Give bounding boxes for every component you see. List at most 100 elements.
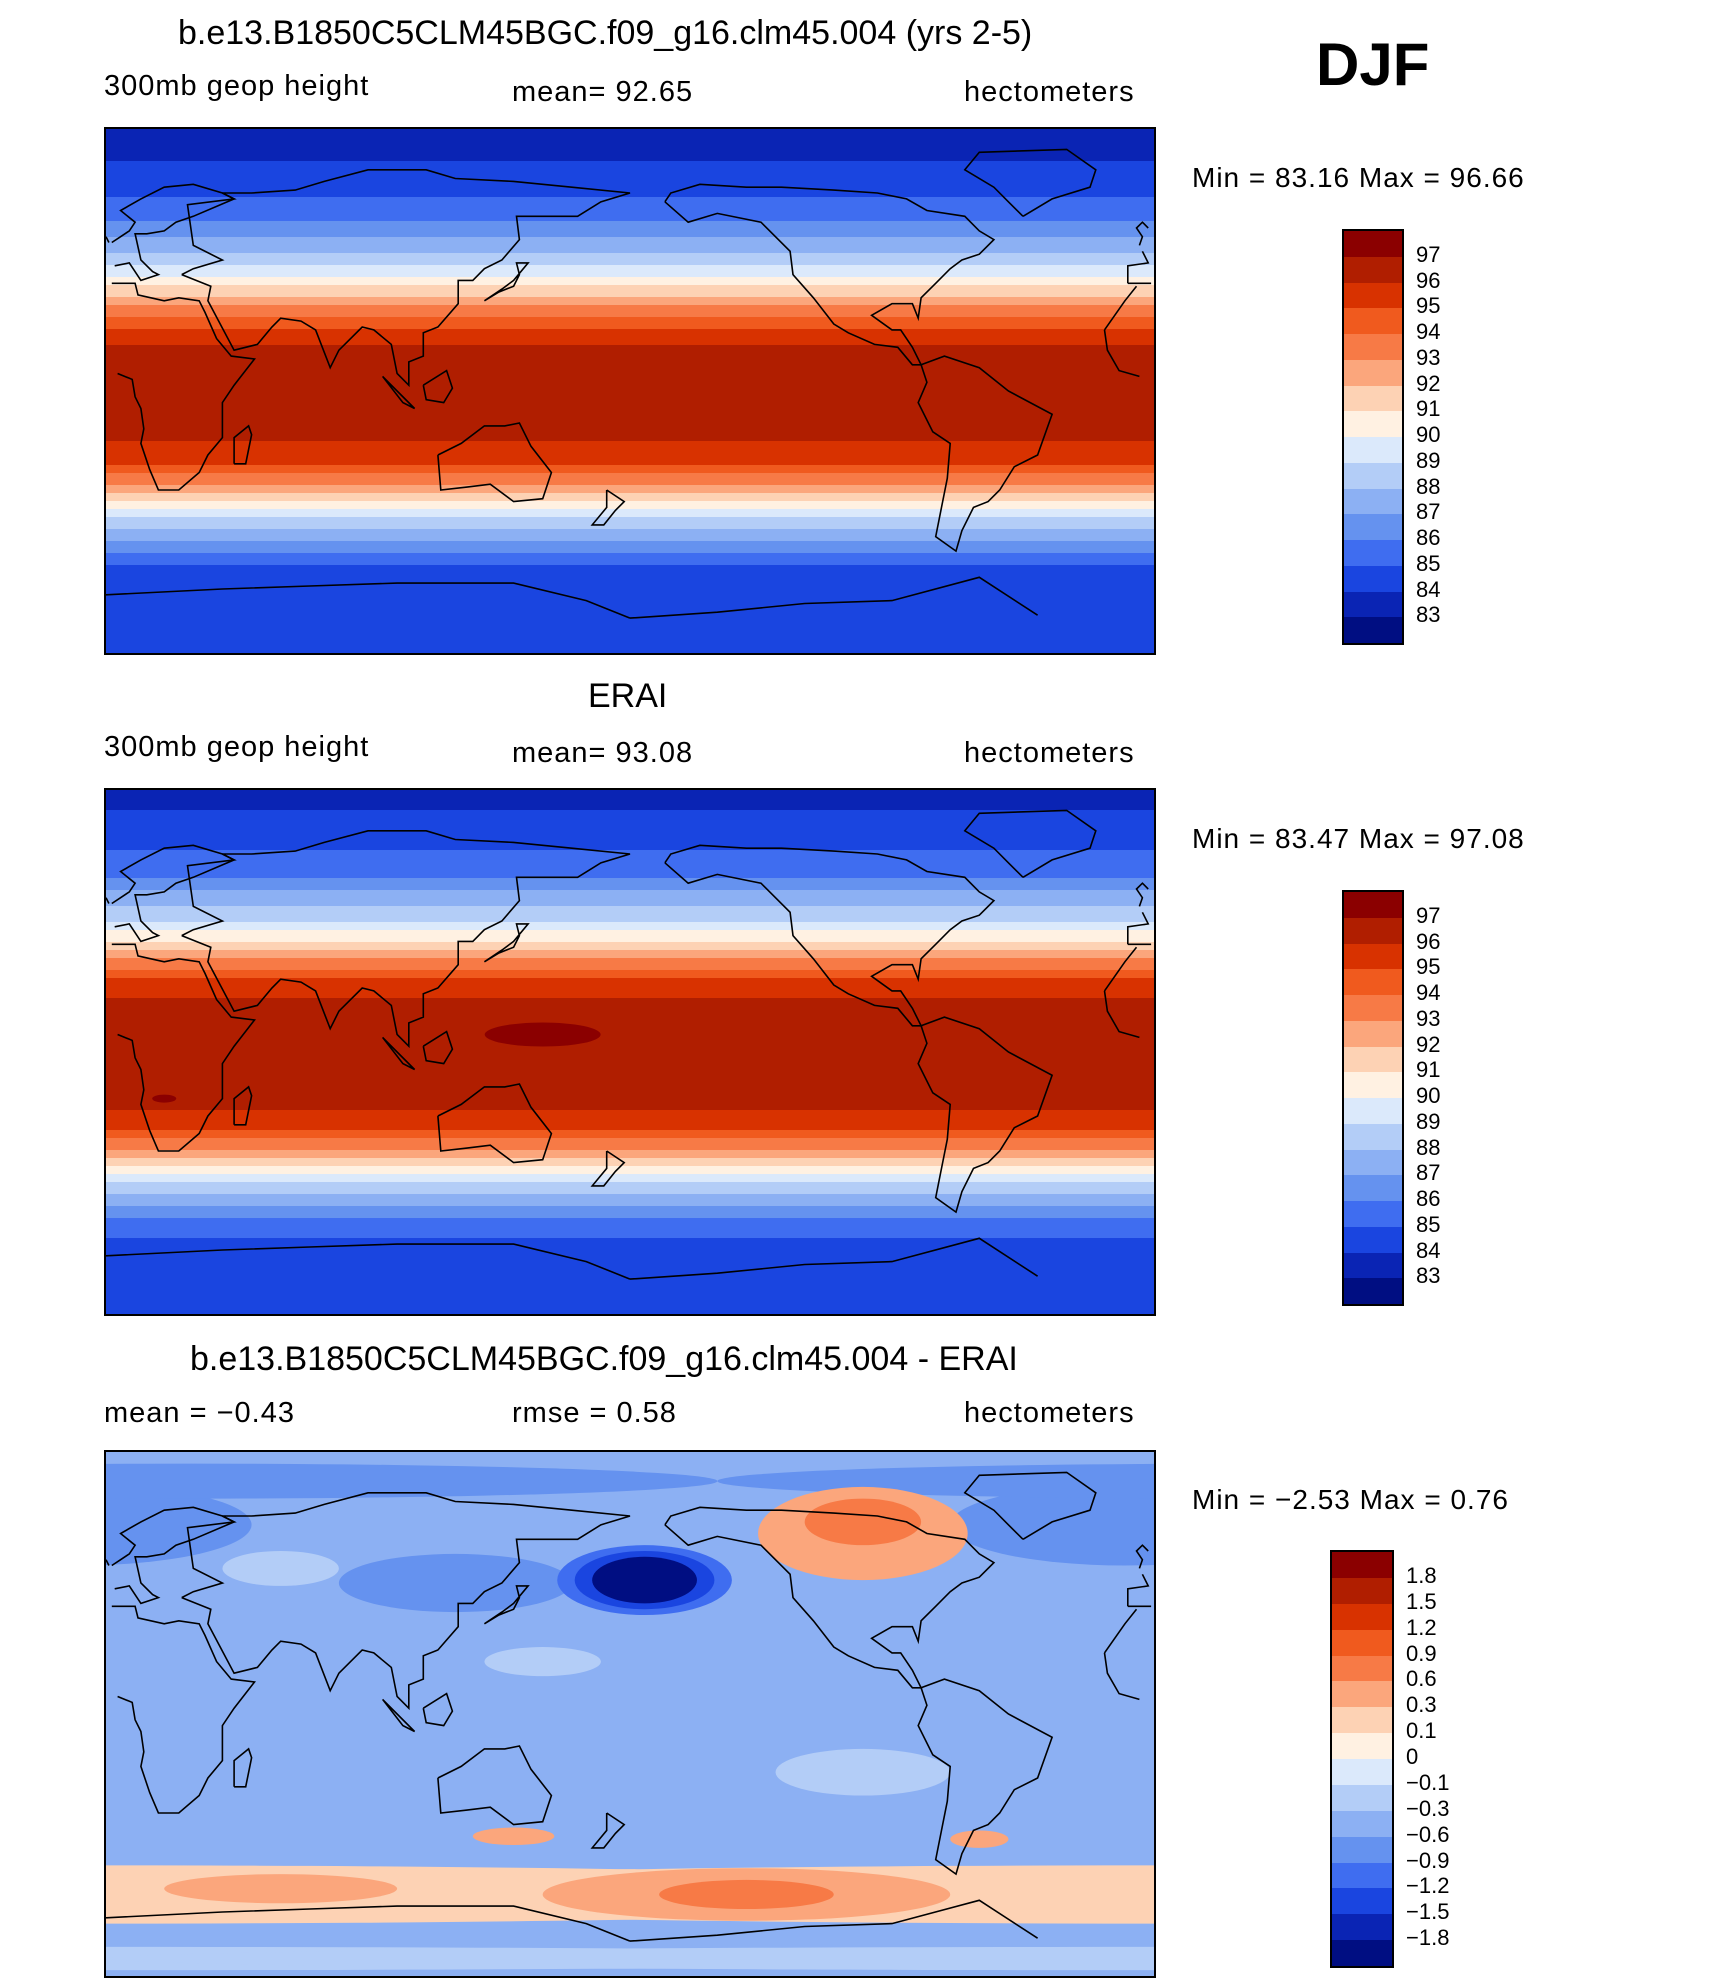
panel2-band <box>106 1162 1154 1167</box>
panel2-band <box>106 806 1154 811</box>
panel1-coastline <box>437 422 553 503</box>
panel1-band <box>106 445 1154 450</box>
panel2-band <box>106 1134 1154 1139</box>
panel1-map <box>104 127 1156 655</box>
panel2-band <box>106 1154 1154 1159</box>
panel3-canada-core <box>804 1498 922 1546</box>
panel2-band <box>106 1030 1154 1035</box>
panel2-band <box>106 1042 1154 1047</box>
panel2-colorbar-swatch <box>1344 1252 1402 1280</box>
panel2-band <box>106 822 1154 827</box>
panel1-band <box>106 581 1154 586</box>
panel1-band <box>106 561 1154 566</box>
panel2-coastline <box>181 829 631 1049</box>
panel2-band <box>106 1262 1154 1267</box>
panel2-band <box>106 1026 1154 1031</box>
panel1-band <box>106 549 1154 554</box>
panel1-band <box>106 173 1154 178</box>
panel1-colorbar-label: 93 <box>1416 344 1441 370</box>
panel1-band <box>106 633 1154 638</box>
panel2-band <box>106 1294 1154 1299</box>
panel1-colorbar-label: 97 <box>1416 241 1441 267</box>
panel1-band <box>106 413 1154 418</box>
panel3-colorbar-swatch <box>1332 1733 1392 1760</box>
panel2-band <box>106 886 1154 891</box>
panel3-colorbar-swatch <box>1332 1552 1392 1579</box>
panel1-band <box>106 417 1154 422</box>
panel2-band <box>106 1062 1154 1067</box>
panel1-minmax: Min = 83.16 Max = 96.66 <box>1192 162 1525 193</box>
panel2-band <box>106 790 1154 795</box>
panel1-coastline <box>1103 329 1140 378</box>
panel2-band <box>106 850 1154 855</box>
panel2-colorbar-swatch <box>1344 1149 1402 1177</box>
panel2-band <box>106 794 1154 799</box>
panel3-coastline <box>483 1585 530 1625</box>
panel1-band <box>106 557 1154 562</box>
panel2-band <box>106 1146 1154 1151</box>
panel3-coastline <box>1103 1652 1140 1701</box>
panel1-band <box>106 177 1154 182</box>
panel2-colorbar-label: 92 <box>1416 1031 1441 1057</box>
panel2-band <box>106 1102 1154 1107</box>
panel2-band <box>106 838 1154 843</box>
panel2-band <box>106 970 1154 975</box>
panel2-band <box>106 930 1154 935</box>
panel1-band <box>106 365 1154 370</box>
panel2-band <box>106 1210 1154 1215</box>
panel3-coastline <box>233 1747 253 1788</box>
panel1-band <box>106 461 1154 466</box>
panel1-band <box>106 257 1154 262</box>
panel2-colorbar-label: 95 <box>1416 954 1441 980</box>
panel1-band <box>106 513 1154 518</box>
panel1-band <box>106 141 1154 146</box>
panel1-band <box>106 625 1154 630</box>
panel1-band <box>106 197 1154 202</box>
panel2-band <box>106 1078 1154 1083</box>
panel1-coastline <box>106 236 110 243</box>
panel2-band <box>106 1122 1154 1127</box>
panel1-band <box>106 589 1154 594</box>
panel2-band <box>106 1254 1154 1259</box>
panel2-coastline <box>437 1083 553 1164</box>
panel3-rmse-label: rmse = 0.58 <box>512 1397 677 1429</box>
panel1-band <box>106 453 1154 458</box>
panel1-band <box>106 245 1154 250</box>
panel3-colorbar-label: −1.8 <box>1406 1925 1450 1951</box>
panel2-colorbar-swatch <box>1344 1046 1402 1074</box>
panel3-colorbar-swatch <box>1332 1810 1392 1838</box>
panel2-africa-max <box>152 1094 177 1103</box>
panel2-band <box>106 1198 1154 1203</box>
panel1-colorbar-swatch <box>1344 617 1402 643</box>
panel2-band <box>106 1238 1154 1243</box>
panel2-band <box>106 1186 1154 1191</box>
panel1-band <box>106 137 1154 142</box>
panel1-band <box>106 249 1154 254</box>
panel1-band <box>106 313 1154 318</box>
panel1-band <box>106 325 1154 330</box>
panel2-band <box>106 1290 1154 1295</box>
panel1-band <box>106 457 1154 462</box>
panel1-field <box>106 129 1154 653</box>
panel3-coastline <box>1103 1608 1138 1654</box>
panel1-band <box>106 433 1154 438</box>
panel2-band <box>106 1194 1154 1199</box>
panel2-band <box>106 910 1154 915</box>
panel1-band <box>106 217 1154 222</box>
panel3-coastline <box>590 1812 626 1849</box>
panel1-coastline <box>664 183 996 366</box>
panel1-band <box>106 565 1154 570</box>
panel2-band <box>106 1018 1154 1023</box>
season-label: DJF <box>1316 31 1430 98</box>
panel2-colorbar-label: 89 <box>1416 1108 1441 1134</box>
panel1-band <box>106 545 1154 550</box>
panel2-band <box>106 990 1154 995</box>
panel2-band <box>106 894 1154 899</box>
panel3-colorbar-label: 0.6 <box>1406 1666 1437 1692</box>
panel3-colorbar-label: 0.3 <box>1406 1692 1437 1718</box>
panel2-band <box>106 846 1154 851</box>
panel1-band <box>106 385 1154 390</box>
panel3-colorbar-swatch <box>1332 1629 1392 1657</box>
panel3-colorbar-label: −0.3 <box>1406 1795 1450 1821</box>
panel3-indian-southern-high <box>164 1874 398 1904</box>
